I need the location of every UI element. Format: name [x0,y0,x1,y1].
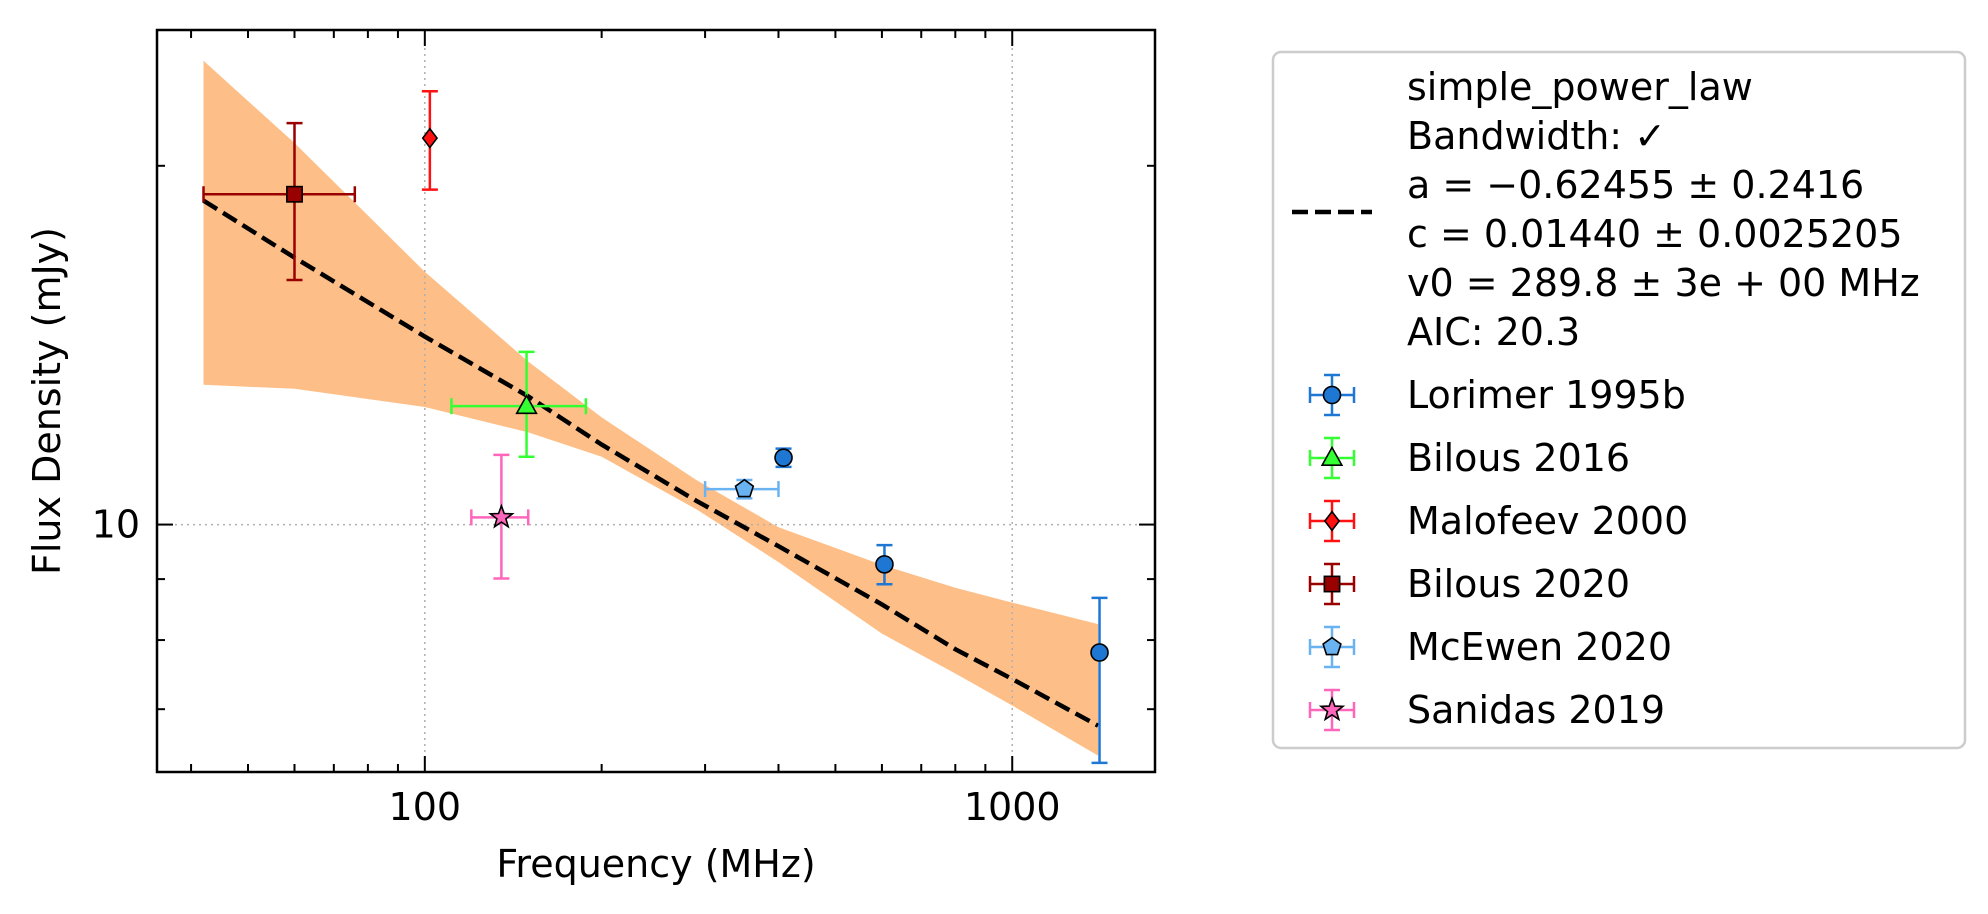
legend-entry-fit: simple_power_law Bandwidth: ✓ a = −0.62455… [1292,65,1920,354]
y-tick-label: 10 [92,503,140,547]
series-1 [450,350,588,459]
legend-fit-label-line: AIC: 20.3 [1407,310,1580,354]
legend-entry-5: Sanidas 2019 [1308,688,1665,732]
legend-label: Bilous 2016 [1407,436,1630,480]
legend-label: Sanidas 2019 [1407,688,1665,732]
legend-entry-1: Bilous 2016 [1308,436,1630,480]
legend-marker [1323,510,1341,532]
series-2 [421,89,439,191]
legend-entry-2: Malofeev 2000 [1308,499,1688,543]
legend-fit-label-line: simple_power_law [1407,65,1753,109]
y-axis-label: Flux Density (mJy) [25,227,69,575]
series-0 [774,447,1109,765]
legend-marker [1322,636,1342,656]
series-3 [202,121,357,282]
data-point [515,393,538,415]
legend-label: McEwen 2020 [1407,625,1672,669]
fit-line [202,198,1100,728]
legend-fit-label-line: v0 = 289.8 ± 3e + 00 MHz [1407,261,1920,305]
fit-confidence-band-layer [203,60,1099,756]
x-axis-label: Frequency (MHz) [496,842,815,886]
axis-ticks [157,30,1155,772]
legend: simple_power_law Bandwidth: ✓ a = −0.62455… [1271,50,1967,750]
grid [157,30,1155,772]
data-point [488,503,515,529]
data-point [734,478,755,498]
x-tick-label: 1000 [964,785,1061,829]
legend-series-entries: Lorimer 1995b Bilous 2016 Malofeev 2000 Bil… [1308,373,1688,732]
legend-fit-label-line: a = −0.62455 ± 0.2416 [1407,163,1864,207]
data-point [875,555,894,574]
legend-label: Bilous 2020 [1407,562,1630,606]
legend-fit-label: simple_power_law Bandwidth: ✓ a = −0.62455… [1407,65,1920,354]
legend-label: Malofeev 2000 [1407,499,1688,543]
legend-entry-0: Lorimer 1995b [1308,373,1686,417]
fit-line-layer [202,198,1100,728]
legend-marker [1318,696,1346,722]
series-4 [703,478,780,500]
data-point [286,185,303,203]
fit-confidence-band [203,60,1099,756]
series-5 [470,453,530,580]
legend-marker [1320,445,1344,466]
legend-marker [1323,575,1341,593]
data-point [421,127,439,149]
legend-fit-label-line: Bandwidth: ✓ [1407,114,1666,158]
data-point [774,448,793,467]
legend-entry-3: Bilous 2020 [1308,562,1630,606]
x-tick-label: 100 [389,785,462,829]
data-point [1090,643,1109,662]
legend-fit-label-line: c = 0.01440 ± 0.0025205 [1407,212,1903,256]
plot-area-frame [155,28,1157,774]
data-points-layer [202,89,1109,765]
legend-box [1271,50,1967,750]
legend-entry-4: McEwen 2020 [1308,625,1672,669]
axis-tick-labels: 100 1000 10 [92,503,1061,829]
legend-marker [1322,385,1342,405]
legend-label: Lorimer 1995b [1407,373,1686,417]
